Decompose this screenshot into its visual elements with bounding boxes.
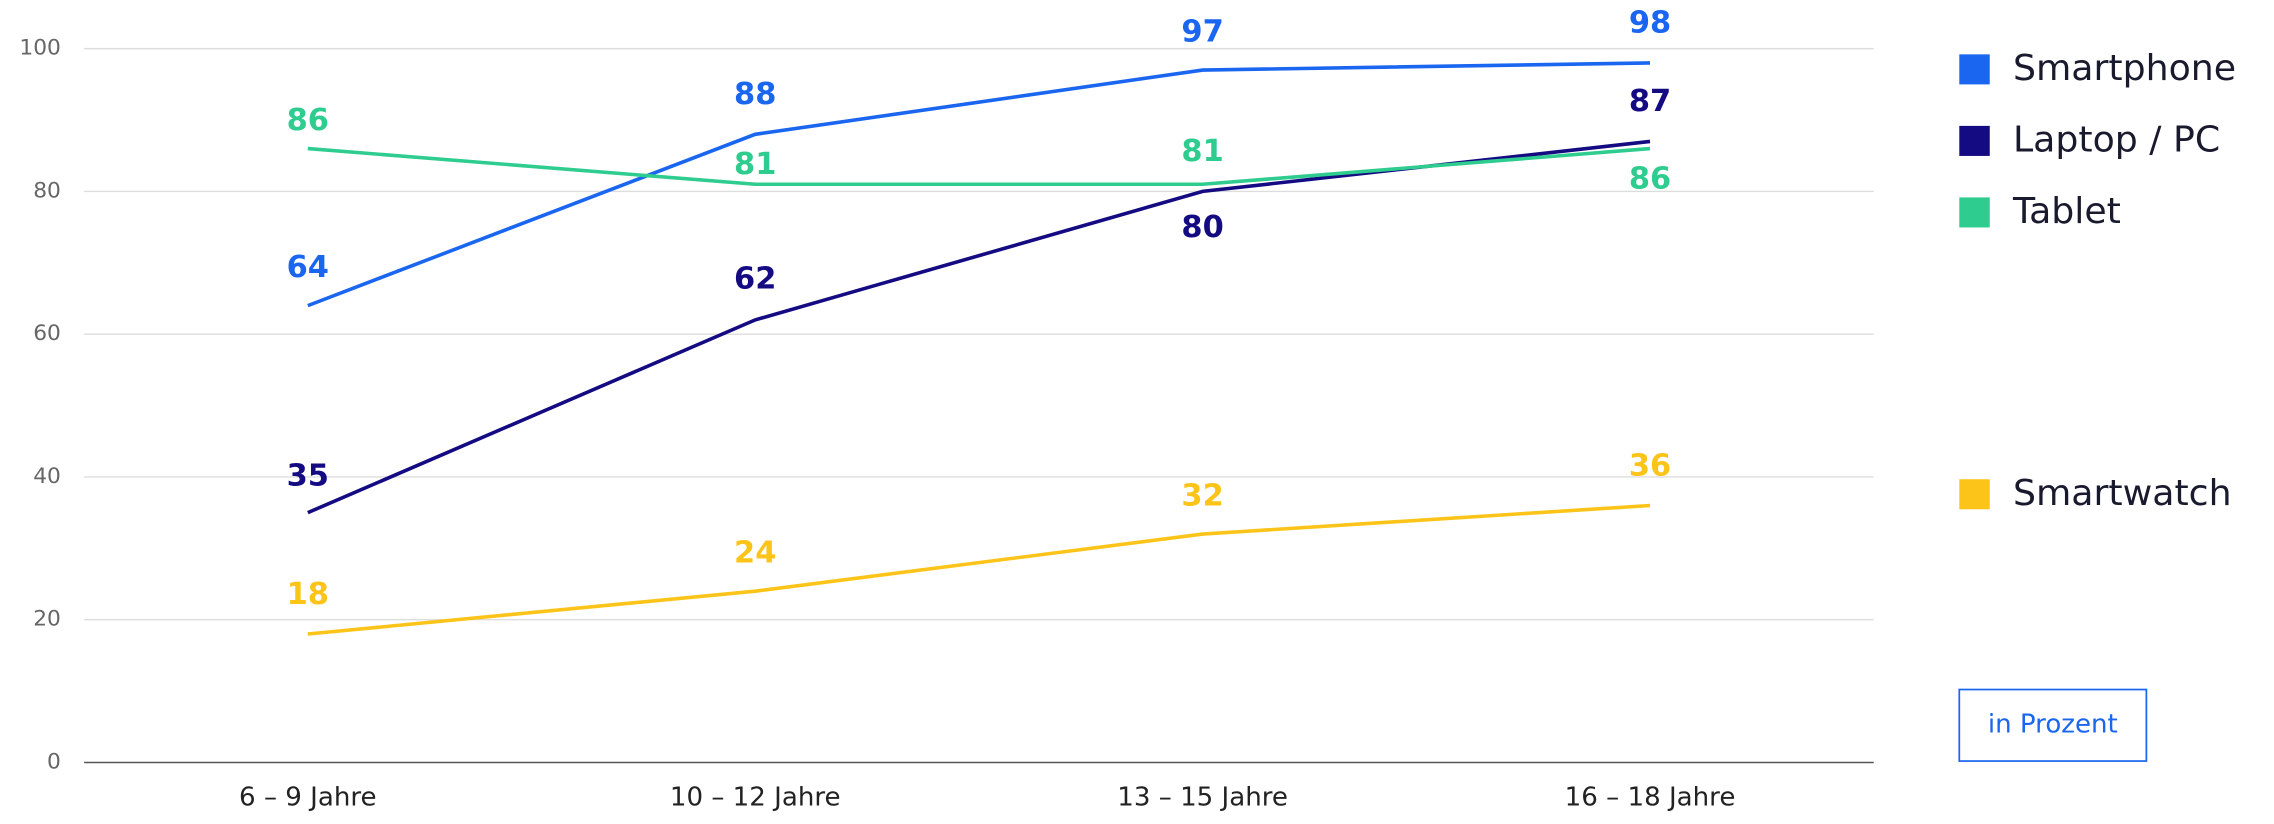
x-tick-label: 16 – 18 Jahre xyxy=(1565,783,1736,813)
data-label: 32 xyxy=(1181,478,1223,513)
x-tick-label: 13 – 15 Jahre xyxy=(1117,783,1288,813)
data-label: 64 xyxy=(287,250,329,285)
data-label: 24 xyxy=(734,536,776,571)
data-label: 88 xyxy=(734,77,776,112)
data-label: 36 xyxy=(1629,449,1671,484)
data-label: 97 xyxy=(1181,14,1223,49)
x-tick-label: 6 – 9 Jahre xyxy=(239,783,377,813)
legend-swatch xyxy=(1959,479,1990,510)
line-series xyxy=(307,139,1651,515)
legend-label: Smartwatch xyxy=(2013,473,2232,514)
legend-label: Smartphone xyxy=(2013,48,2236,89)
unit-label: in Prozent xyxy=(1988,710,2118,740)
data-label: 86 xyxy=(287,103,329,138)
y-tick-label: 0 xyxy=(47,750,61,775)
data-label: 81 xyxy=(1181,134,1223,169)
data-label: 81 xyxy=(734,147,776,182)
unit-box xyxy=(1958,688,2148,762)
data-label: 98 xyxy=(1629,6,1671,41)
data-label: 87 xyxy=(1629,84,1671,119)
data-label: 18 xyxy=(287,577,329,612)
line-series xyxy=(307,61,1651,308)
y-tick-label: 20 xyxy=(33,607,61,632)
y-tick-label: 60 xyxy=(33,321,61,346)
legend-label: Tablet xyxy=(2012,191,2121,232)
legend-swatch xyxy=(1959,54,1990,85)
y-tick-label: 80 xyxy=(33,178,61,203)
y-tick-label: 100 xyxy=(19,36,60,61)
data-label: 86 xyxy=(1629,162,1671,197)
line-series xyxy=(307,146,1651,187)
legend-swatch xyxy=(1959,125,1990,156)
data-label: 62 xyxy=(734,261,776,296)
legend-swatch xyxy=(1959,197,1990,228)
line-series xyxy=(307,503,1651,636)
data-label: 35 xyxy=(287,459,329,494)
data-label: 80 xyxy=(1181,210,1223,245)
legend-label: Laptop / PC xyxy=(2013,120,2220,161)
y-tick-label: 40 xyxy=(33,464,61,489)
x-tick-label: 10 – 12 Jahre xyxy=(670,783,841,813)
